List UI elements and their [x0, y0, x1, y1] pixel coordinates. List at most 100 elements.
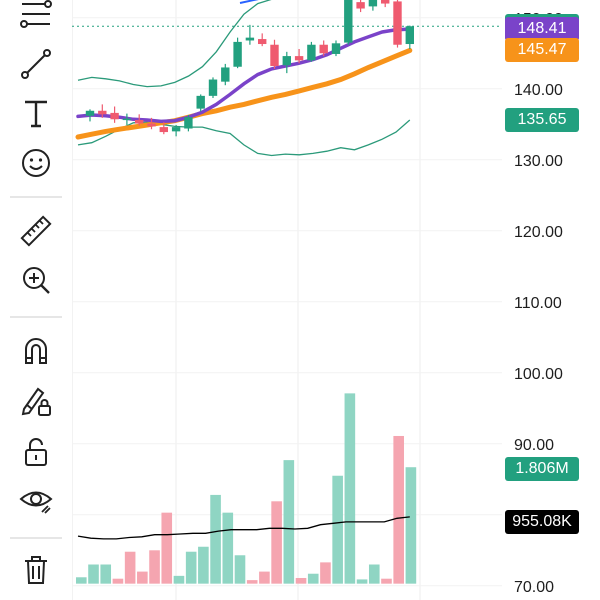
volume-bar — [76, 577, 87, 584]
unlock-icon — [25, 438, 47, 466]
candle-body — [85, 110, 95, 116]
candle-body — [159, 127, 168, 133]
emoji-tool[interactable] — [10, 141, 62, 185]
candle-body — [393, 1, 402, 45]
ma-orange-line — [75, 47, 413, 140]
zoom-in-tool[interactable] — [10, 258, 62, 302]
volume-bar — [112, 578, 124, 584]
price-axis-label: 100.00 — [514, 366, 563, 383]
price-badge-volume-ma: 955.08K — [505, 509, 579, 534]
candle-body — [135, 120, 144, 124]
volume-bar — [198, 546, 209, 584]
emoji-icon — [22, 149, 50, 177]
candle-body — [294, 56, 304, 61]
candle-body — [344, 0, 353, 43]
price-axis-label: 140.00 — [514, 82, 563, 99]
unlock-tool[interactable] — [10, 430, 62, 474]
candle-body — [196, 95, 205, 109]
volume-bar — [332, 475, 343, 584]
volume-bar — [283, 460, 295, 584]
toolbar-separator — [10, 196, 62, 198]
volume-bar — [173, 575, 185, 584]
measure-tool[interactable] — [10, 209, 62, 253]
trash-icon — [25, 556, 47, 584]
volume-bar — [185, 551, 197, 584]
volume-bar — [271, 501, 282, 584]
candle-body — [307, 44, 316, 61]
volume-bar — [234, 555, 246, 584]
volume-bar — [161, 512, 173, 584]
moving-averages — [72, 25, 502, 540]
price-axis-label: 90.00 — [514, 437, 554, 454]
zoom-in-icon — [23, 267, 50, 294]
candle-body — [258, 39, 267, 45]
text-tool-icon — [25, 100, 47, 128]
volume-bar — [320, 562, 331, 584]
volume-ma-line — [77, 516, 410, 540]
candlesticks — [85, 0, 414, 137]
candle-body — [233, 41, 242, 67]
candle-body — [356, 2, 365, 9]
price-axis-label: 110.00 — [514, 295, 562, 312]
volume-bar — [124, 551, 136, 584]
trend-line-tool[interactable] — [10, 42, 62, 86]
pencil-lock-icon — [21, 387, 51, 416]
volume-bar — [222, 512, 234, 584]
price-axis-label: 120.00 — [514, 224, 563, 241]
candle-body — [208, 79, 218, 96]
volume-bar — [344, 393, 356, 584]
trend-line-icon — [21, 49, 51, 79]
volume-bar — [100, 564, 112, 584]
chart-grid — [72, 0, 502, 600]
candle-body — [381, 0, 390, 4]
volume-bar — [405, 467, 417, 584]
price-axis[interactable]: 150.00140.00130.00120.00110.00100.0090.0… — [514, 11, 563, 596]
candle-body — [98, 110, 107, 115]
bollinger-lower-band — [77, 119, 411, 157]
candle-body — [331, 43, 341, 54]
trend-line-drawing — [239, 0, 259, 4]
candle-body — [147, 123, 156, 127]
volume-bar — [295, 577, 307, 584]
candle-body — [122, 118, 132, 121]
candle-body — [171, 127, 181, 132]
volume-bar — [259, 571, 270, 584]
volume-bar — [149, 550, 160, 584]
magnet-tool[interactable] — [10, 329, 62, 373]
volume-bar — [393, 435, 404, 584]
candle-body — [184, 117, 193, 129]
volume-bar — [137, 571, 148, 584]
price-badge-ma-orange: 145.47 — [505, 37, 579, 62]
candle-body — [405, 26, 414, 45]
volume-bar — [368, 564, 380, 584]
fib-retracement-tool[interactable] — [10, 0, 62, 36]
candle-body — [245, 37, 255, 41]
volume-bar — [246, 580, 258, 584]
price-badge-bb-lower: 135.65 — [505, 107, 579, 132]
candle-body — [270, 44, 279, 67]
candle-body — [319, 44, 328, 54]
price-chart[interactable]: 150.00140.00130.00120.00110.00100.0090.0… — [72, 0, 600, 600]
volume-bar — [210, 494, 221, 584]
fib-retracement-icon — [20, 0, 52, 28]
eye-icon — [19, 491, 53, 514]
price-badge-ma-purple: 148.41 — [505, 17, 579, 42]
volume-bar — [307, 573, 319, 584]
text-tool[interactable] — [10, 91, 62, 135]
candle-body — [110, 112, 119, 120]
volume-bar — [356, 579, 368, 584]
volume-bar — [88, 564, 99, 584]
hide-drawings-tool[interactable] — [10, 478, 62, 522]
remove-drawings-tool[interactable] — [10, 548, 62, 592]
price-axis-label: 130.00 — [514, 153, 563, 170]
price-axis-label: 70.00 — [514, 579, 554, 596]
candle-body — [282, 56, 291, 66]
price-badge-volume: 1.806M — [505, 456, 579, 481]
volume-bar — [381, 578, 392, 584]
bollinger-upper-band — [77, 0, 272, 88]
lock-drawings-tool[interactable] — [10, 379, 62, 423]
magnet-icon — [25, 338, 47, 364]
drawing-toolbar — [0, 0, 72, 600]
ma-purple-line — [76, 27, 412, 124]
volume-bars — [76, 393, 417, 584]
